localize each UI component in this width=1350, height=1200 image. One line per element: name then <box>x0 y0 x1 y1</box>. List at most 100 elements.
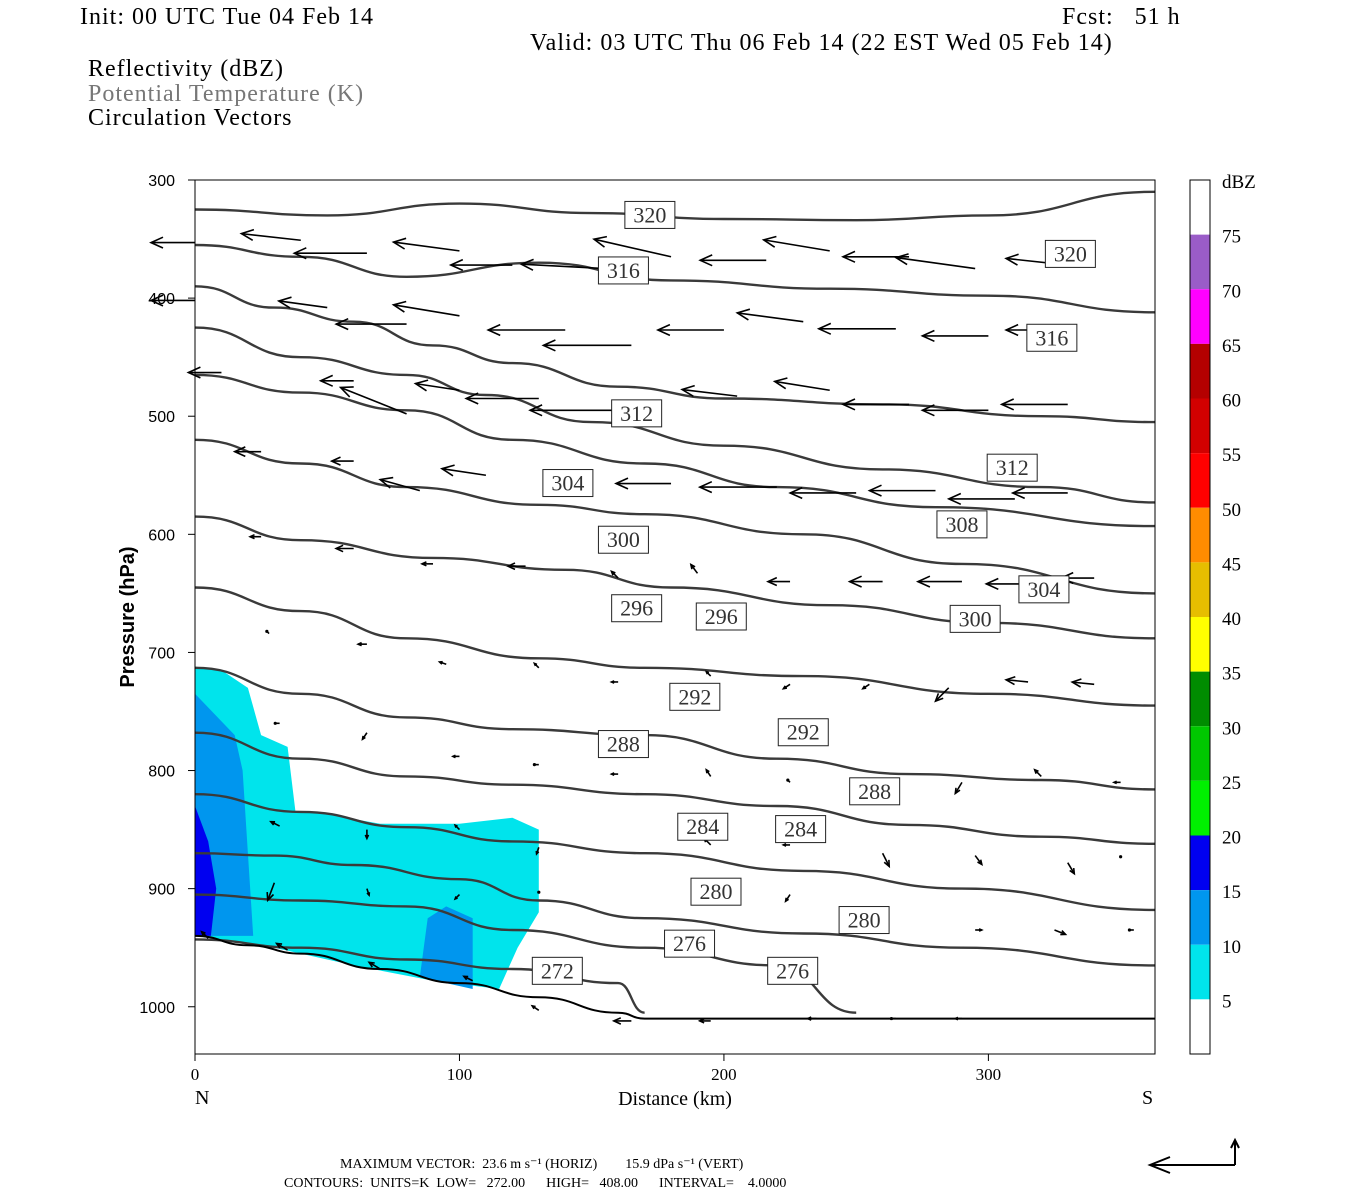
circulation-vector <box>889 1016 896 1021</box>
x-tick-label: 100 <box>447 1065 473 1084</box>
contour-label-312: 312 <box>986 453 1038 482</box>
colorbar-swatch <box>1190 890 1210 945</box>
vector-shaft <box>1054 929 1066 936</box>
circulation-vector <box>329 456 354 466</box>
circulation-vector <box>1127 928 1134 932</box>
circulation-vector <box>356 641 367 647</box>
vector-shaft <box>763 239 830 252</box>
contour-label-288: 288 <box>597 730 649 759</box>
contour-label-box <box>611 399 663 428</box>
contour-label-box <box>597 256 649 285</box>
x-right-end-label: S <box>1142 1087 1153 1109</box>
contour-label-text: 292 <box>678 684 711 709</box>
circulation-vector <box>788 486 857 500</box>
vector-head <box>462 975 469 981</box>
vector-shaft <box>1067 862 1076 875</box>
contour-label-304: 304 <box>1018 575 1070 604</box>
vector-head <box>149 294 164 307</box>
vector-head <box>766 576 778 587</box>
vector-head <box>519 258 534 271</box>
circulation-vector <box>453 823 461 831</box>
colorbar-tick-label: 45 <box>1222 554 1241 575</box>
contour-label-320: 320 <box>624 200 676 229</box>
vector-head <box>541 339 556 352</box>
colorbar-tick-label: 15 <box>1222 882 1241 903</box>
circulation-vector <box>689 562 699 574</box>
theta-contour-280 <box>194 852 1156 967</box>
contour-label-text: 316 <box>1035 325 1068 350</box>
vector-head <box>698 254 713 267</box>
vector-head <box>1127 928 1132 932</box>
vector-head <box>1111 780 1118 785</box>
circulation-vector <box>894 253 976 270</box>
x-tick-label: 300 <box>976 1065 1002 1084</box>
x-axis-title: Distance (km) <box>618 1088 732 1110</box>
y-tick-label: 400 <box>148 291 175 308</box>
circulation-vector <box>1070 678 1095 688</box>
contour-label-box <box>611 594 663 623</box>
vector-head <box>953 1016 959 1021</box>
circulation-vector <box>186 366 222 379</box>
colorbar-swatch <box>1190 180 1210 235</box>
circulation-vector <box>274 942 288 951</box>
contour-label-layer: 320 320 316 316 312 312 308 304 304 300 300 296 296 2… <box>531 200 1096 985</box>
vector-head <box>883 859 891 869</box>
vector-head <box>265 629 269 633</box>
circulation-vector <box>766 576 791 587</box>
contour-label-box <box>624 200 676 229</box>
vector-head <box>338 386 354 398</box>
contour-label-280: 280 <box>838 906 890 935</box>
vector-head <box>788 486 803 500</box>
contour-label-text: 284 <box>686 814 719 839</box>
vector-head <box>915 575 931 588</box>
contour-info-footnote: CONTOURS: UNITS=K LOW= 272.00 HIGH= 408.… <box>284 1176 787 1191</box>
vector-head <box>920 329 935 343</box>
circulation-vector <box>541 339 632 352</box>
vector-head <box>439 464 455 477</box>
vector-head <box>1069 868 1076 876</box>
circulation-vector <box>680 384 738 397</box>
vector-head <box>1010 486 1026 500</box>
vector-shaft <box>278 300 328 309</box>
circulation-vector <box>946 492 1015 506</box>
y-tick-label: 700 <box>148 645 175 662</box>
vector-shaft <box>682 388 738 397</box>
vector-head <box>334 544 344 553</box>
vector-head <box>537 890 541 894</box>
vector-head <box>697 480 713 494</box>
colorbar-swatch <box>1190 343 1210 399</box>
colorbar-tick-label: 50 <box>1222 500 1241 521</box>
theta-contour-292 <box>194 666 1156 791</box>
vector-head <box>592 235 608 248</box>
contour-label-text: 272 <box>541 958 574 983</box>
vector-shaft <box>393 241 460 252</box>
colorbar-swatch <box>1190 617 1210 672</box>
vector-head <box>609 772 615 777</box>
circulation-vector <box>266 882 276 903</box>
contour-label-box <box>986 453 1038 482</box>
vector-head <box>920 404 935 417</box>
vector-shaft <box>881 852 890 867</box>
circulation-vector <box>530 1004 540 1011</box>
circulation-vector <box>232 446 262 458</box>
vector-shaft <box>1072 681 1095 686</box>
vector-head <box>391 237 407 250</box>
theta-contour-272 <box>194 938 645 1014</box>
colorbar: 5 10 15 20 25 30 35 40 45 50 55 60 65 70 75 dBZ <box>1189 172 1256 1055</box>
circulation-vector <box>847 575 883 588</box>
circulation-vector <box>1033 768 1042 778</box>
vector-head <box>361 735 366 741</box>
vector-head <box>735 308 751 321</box>
contour-label-box <box>695 602 747 631</box>
colorbar-swatch <box>1190 234 1210 290</box>
contour-label-text: 280 <box>848 908 881 933</box>
circulation-vector <box>786 778 791 783</box>
vector-head <box>149 236 164 249</box>
colorbar-tick-label: 55 <box>1222 445 1241 466</box>
contour-label-text: 296 <box>620 596 653 621</box>
vector-head <box>269 820 276 826</box>
circulation-vector <box>920 404 989 417</box>
vector-head <box>453 823 458 828</box>
circulation-vector <box>920 329 989 343</box>
circulation-vector <box>149 236 195 249</box>
